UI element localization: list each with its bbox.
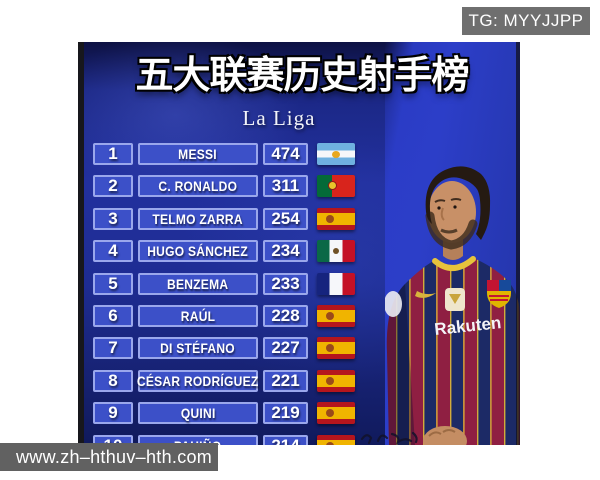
goals-cell: 474: [263, 143, 308, 165]
poster-title: 五大联赛历史射手榜: [135, 55, 469, 97]
country-flag-icon: [317, 143, 355, 165]
beard: [425, 211, 478, 250]
player-name: CÉSAR RODRÍGUEZ: [137, 372, 259, 389]
eye-left: [437, 206, 441, 210]
goals-cell: 214: [263, 434, 308, 445]
flag-emblem-icon: [332, 151, 340, 158]
goals-cell: 221: [263, 369, 308, 392]
table-row: 10 PAHIÑO 214: [93, 434, 355, 445]
crest-quarter-red: [487, 280, 499, 291]
flag-emblem-icon: [328, 181, 337, 191]
country-flag-icon: [317, 369, 355, 392]
goals-cell: 219: [263, 402, 308, 425]
rank-cell: 5: [93, 272, 133, 295]
player-name: BENZEMA: [167, 275, 229, 292]
player-name: TELMO ZARRA: [152, 210, 244, 227]
table-row: 7 DI STÉFANO 227: [93, 337, 355, 360]
flag-emblem-icon: [326, 409, 334, 418]
goals-cell: 311: [263, 175, 308, 198]
rank-cell: 8: [93, 369, 133, 392]
eye-right: [453, 205, 457, 209]
crest-stripes: [489, 295, 509, 301]
flag-emblem-icon: [326, 311, 334, 320]
eyebrows: [434, 198, 462, 203]
table-row: 6 RAÚL 228: [93, 304, 355, 327]
player-name-cell: C. RONALDO: [138, 175, 258, 198]
messi-illustration: Rakuten: [385, 166, 520, 445]
website-watermark-badge: www.zh–hthuv–hth.com: [0, 443, 218, 471]
player-name: RAÚL: [180, 307, 216, 324]
country-flag-icon: [317, 207, 355, 230]
player-name-cell: TELMO ZARRA: [138, 207, 258, 230]
swoosh-icon: [415, 291, 436, 298]
rank-cell: 7: [93, 337, 133, 360]
rank-cell: 4: [93, 240, 133, 263]
crest-quarter-blue: [499, 280, 511, 291]
flag-emblem-icon: [333, 248, 339, 255]
country-flag-icon: [317, 337, 355, 360]
player-name: C. RONALDO: [158, 178, 238, 195]
mustache: [440, 228, 458, 234]
rank-cell: 3: [93, 207, 133, 230]
flag-emblem-icon: [326, 214, 334, 223]
player-name-cell: HUGO SÁNCHEZ: [138, 240, 258, 263]
collar: [432, 256, 476, 271]
goals-cell: 227: [263, 337, 308, 360]
goals-cell: 228: [263, 304, 308, 327]
messi-photo: Rakuten: [385, 42, 520, 445]
country-flag-icon: [317, 240, 355, 263]
player-name: PAHIÑO: [174, 438, 221, 445]
player-name: MESSI: [178, 146, 218, 162]
scorers-poster: Rakuten 五大联赛历史射手榜 La Liga 1 MESSI 474 2 …: [78, 42, 520, 445]
country-flag-icon: [317, 272, 355, 295]
goals-cell: 254: [263, 207, 308, 230]
telegram-watermark-badge: TG: MYYJJPP: [462, 7, 590, 35]
rank-cell: 9: [93, 402, 133, 425]
chest-badge-mark: [449, 294, 461, 304]
player-name-cell: PAHIÑO: [138, 434, 258, 445]
goals-cell: 233: [263, 272, 308, 295]
league-label: La Liga: [242, 106, 316, 130]
hair-back: [471, 178, 489, 240]
rank-cell: 10: [93, 434, 133, 445]
table-row: 9 QUINI 219: [93, 402, 355, 425]
table-row: 2 C. RONALDO 311: [93, 175, 355, 198]
poster-right-letterbox: [516, 42, 520, 445]
table-row: 1 MESSI 474: [93, 143, 355, 165]
table-row: 4 HUGO SÁNCHEZ 234: [93, 240, 355, 263]
player-name-cell: CÉSAR RODRÍGUEZ: [137, 369, 259, 392]
country-flag-icon: [317, 304, 355, 327]
player-name-cell: BENZEMA: [138, 272, 258, 295]
jersey: [386, 257, 520, 445]
country-flag-icon: [317, 175, 355, 198]
player-name: DI STÉFANO: [160, 340, 236, 357]
player-name: QUINI: [180, 405, 216, 422]
flag-emblem-icon: [326, 376, 334, 385]
country-flag-icon: [317, 402, 355, 425]
table-row: 8 CÉSAR RODRÍGUEZ 221: [93, 369, 355, 392]
jersey-shading: [386, 284, 415, 445]
rank-cell: 6: [93, 304, 133, 327]
player-name-cell: MESSI: [138, 143, 258, 165]
table-row: 5 BENZEMA 233: [93, 272, 355, 295]
table-row: 3 TELMO ZARRA 254: [93, 207, 355, 230]
face: [428, 181, 476, 243]
hand: [423, 426, 467, 445]
hand-finger-lines: [428, 429, 456, 437]
flag-emblem-icon: [326, 441, 334, 445]
poster-left-letterbox: [78, 42, 84, 445]
flag-emblem-icon: [326, 344, 334, 353]
sleeve-patch: [385, 291, 402, 317]
player-name-cell: RAÚL: [138, 304, 258, 327]
goals-cell: 234: [263, 240, 308, 263]
scorer-table: 1 MESSI 474 2 C. RONALDO 311 3 TELMO ZAR…: [93, 143, 355, 445]
rank-cell: 1: [93, 143, 133, 165]
rank-cell: 2: [93, 175, 133, 198]
country-flag-icon: [317, 434, 355, 445]
signature-scribble: [360, 431, 418, 445]
player-name: HUGO SÁNCHEZ: [147, 243, 249, 260]
player-name-cell: QUINI: [138, 402, 258, 425]
nose-shadow: [440, 207, 445, 221]
player-name-cell: DI STÉFANO: [138, 337, 258, 360]
